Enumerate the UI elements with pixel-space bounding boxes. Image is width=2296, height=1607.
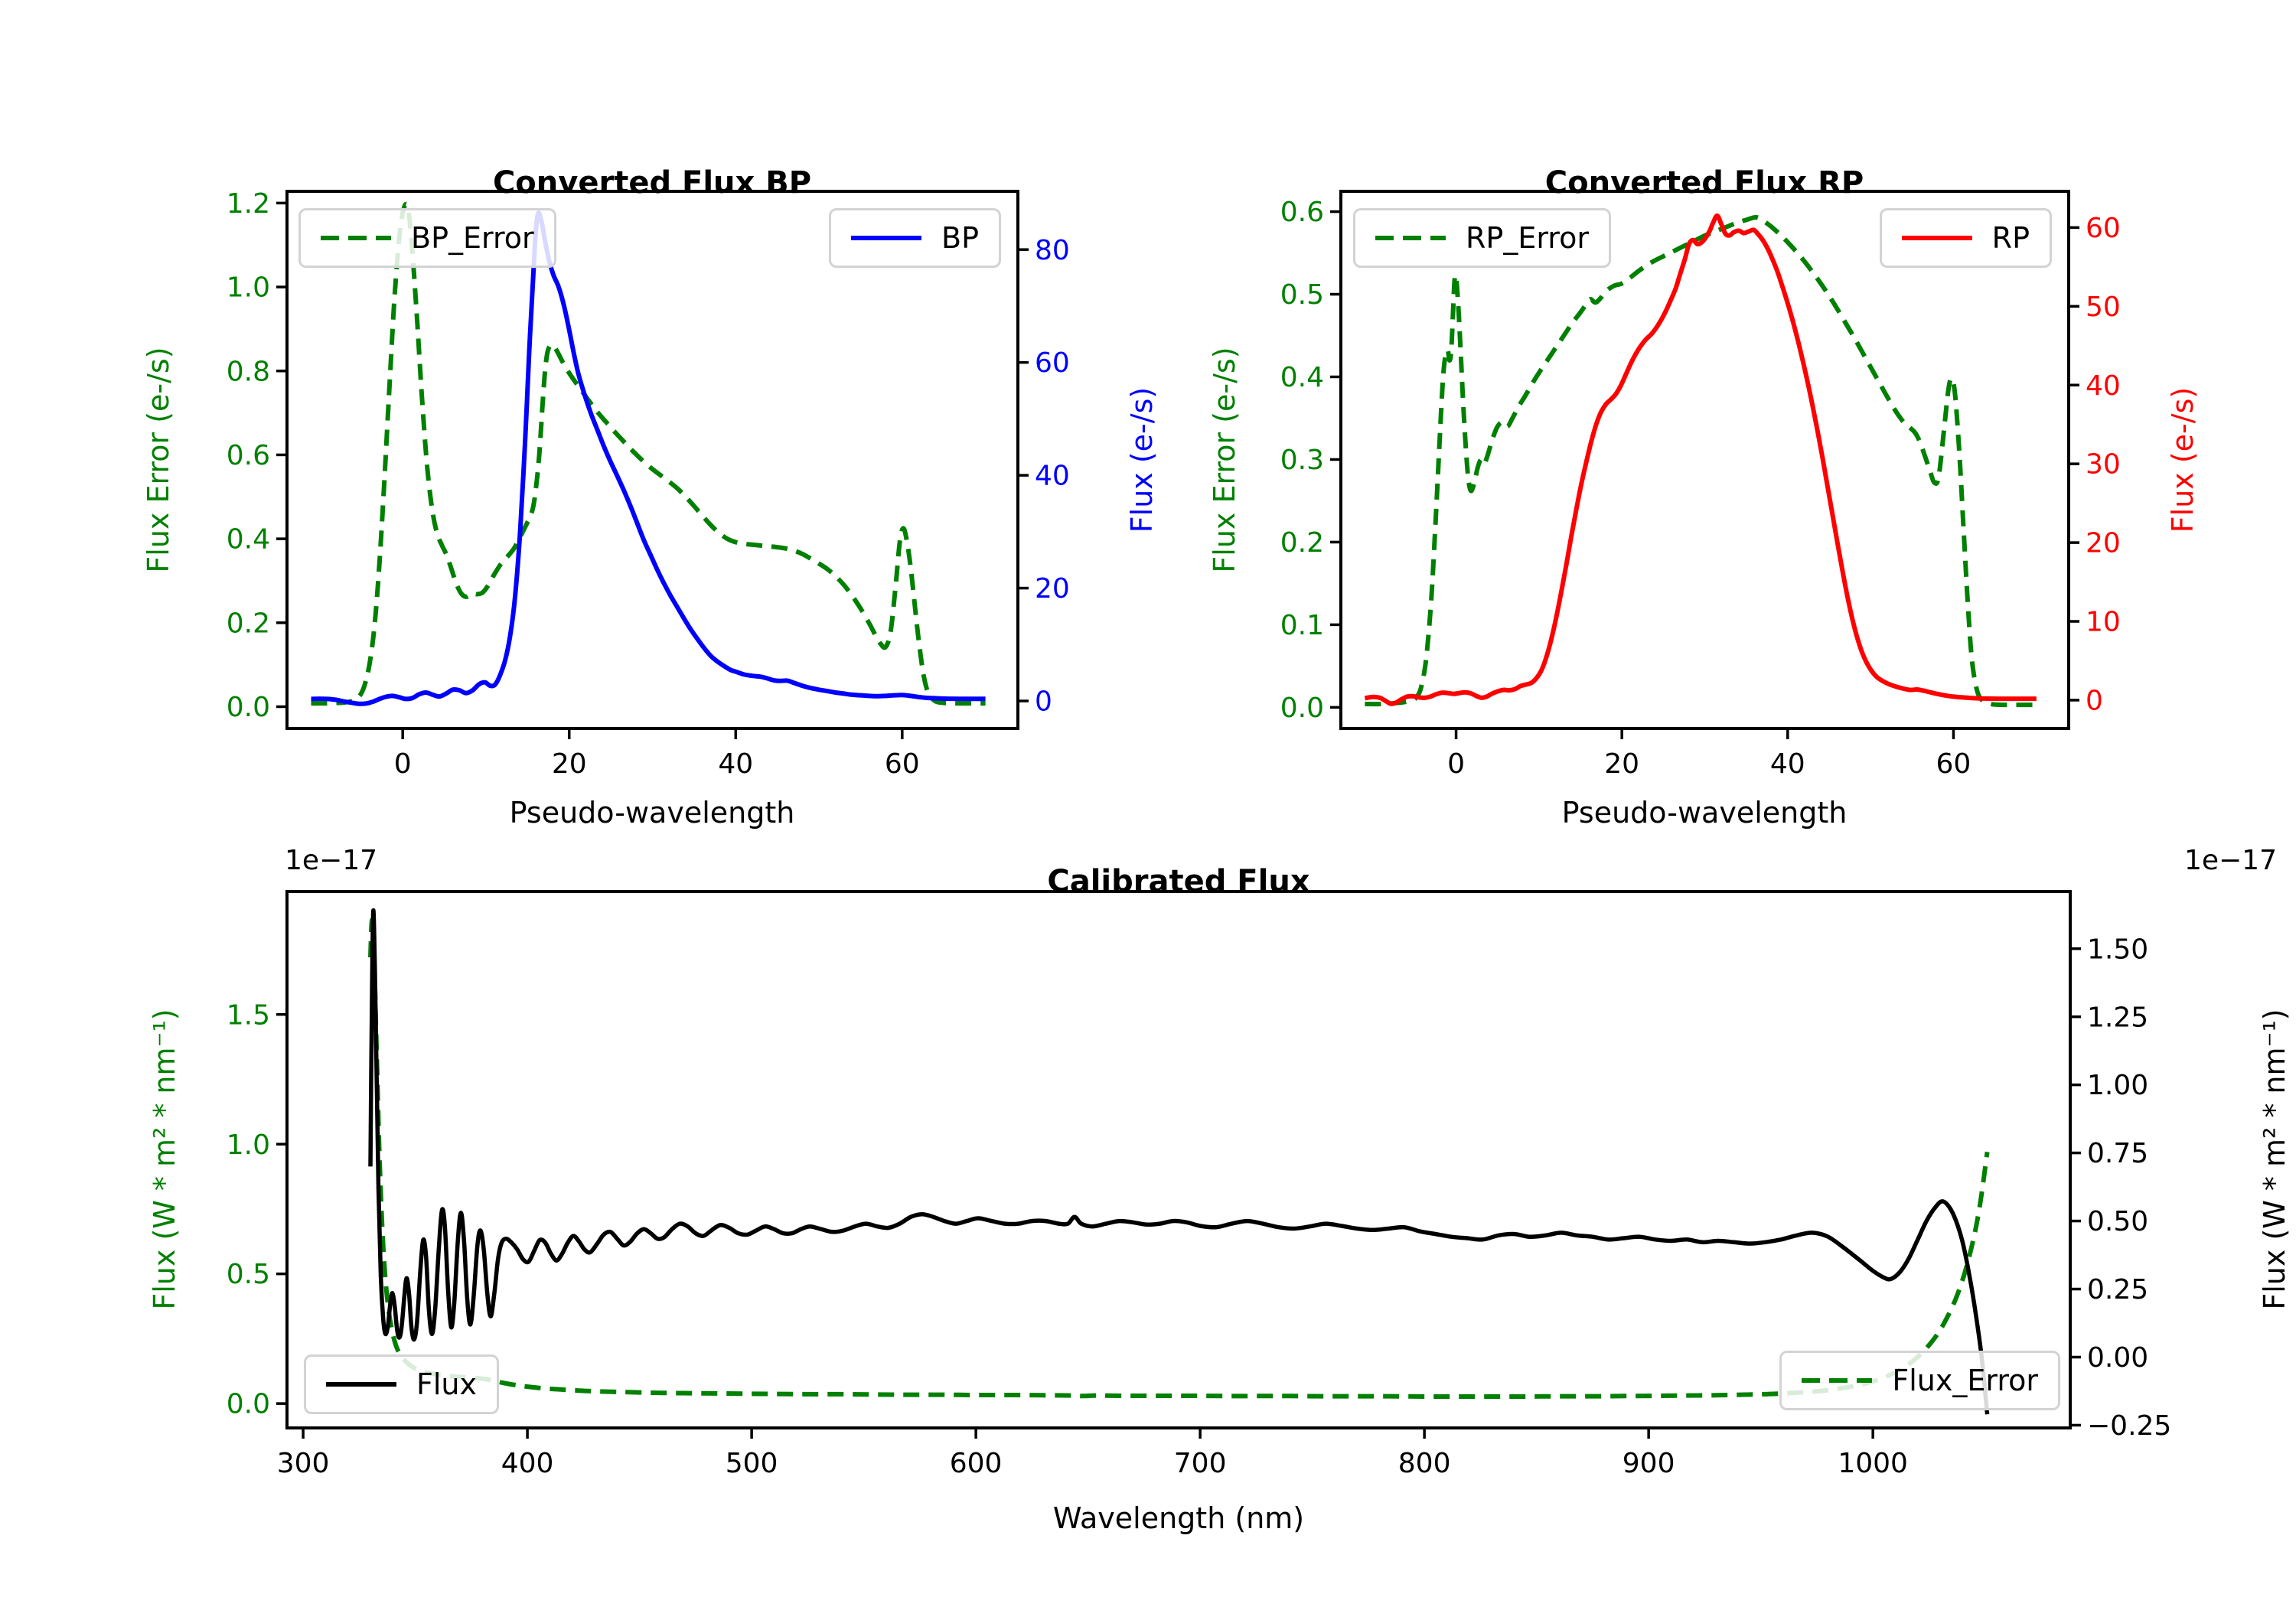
svg-text:0.0: 0.0 (1280, 693, 1324, 724)
svg-text:0.4: 0.4 (227, 524, 270, 556)
chart-title-calibrated: Calibrated Flux (1047, 864, 1310, 900)
y-axis-offset-left: 1e−17 (285, 845, 378, 876)
svg-text:0.50: 0.50 (2087, 1206, 2148, 1237)
legend-bp-error: BP_Error (298, 208, 556, 268)
svg-text:0.75: 0.75 (2087, 1138, 2148, 1169)
svg-text:0.00: 0.00 (2087, 1342, 2148, 1374)
legend-label: Flux (416, 1367, 477, 1401)
rp-error-dashed-line-sample (1375, 236, 1446, 240)
svg-text:0.4: 0.4 (1280, 362, 1324, 393)
svg-text:500: 500 (726, 1448, 778, 1479)
svg-text:1.2: 1.2 (227, 188, 270, 220)
svg-text:0: 0 (1447, 748, 1465, 780)
svg-text:0.25: 0.25 (2087, 1274, 2148, 1305)
y-axis-label-left-rp: Flux Error (e-/s) (1208, 347, 1241, 573)
legend-label: RP_Error (1466, 221, 1589, 255)
y-axis-label-left-calibrated: Flux (W * m² * nm⁻¹) (148, 1009, 181, 1310)
svg-text:20: 20 (552, 748, 587, 780)
svg-text:0: 0 (1035, 686, 1052, 718)
x-axis-label-calibrated: Wavelength (nm) (1052, 1501, 1305, 1535)
svg-text:40: 40 (2086, 370, 2121, 402)
legend-label: BP (941, 221, 979, 255)
svg-text:60: 60 (885, 748, 920, 780)
svg-text:20: 20 (1035, 573, 1070, 605)
svg-text:10: 10 (2086, 607, 2121, 638)
svg-text:30: 30 (2086, 449, 2121, 481)
svg-text:1.0: 1.0 (227, 272, 270, 304)
svg-text:0.5: 0.5 (227, 1259, 270, 1290)
flux-error-dashed-line-sample (1802, 1378, 1873, 1383)
svg-text:60: 60 (1035, 347, 1070, 379)
svg-text:1.0: 1.0 (227, 1129, 270, 1161)
rp-solid-line-sample (1901, 236, 1972, 240)
svg-text:700: 700 (1174, 1448, 1227, 1479)
y-axis-label-right-bp: Flux (e-/s) (1125, 386, 1159, 533)
svg-text:1.00: 1.00 (2087, 1070, 2148, 1101)
y-axis-offset-right: 1e−17 (2183, 845, 2277, 876)
svg-text:0: 0 (394, 748, 412, 780)
svg-text:40: 40 (1035, 461, 1070, 492)
svg-text:0.6: 0.6 (1280, 197, 1324, 228)
svg-text:60: 60 (1936, 748, 1971, 780)
svg-text:40: 40 (718, 748, 753, 780)
svg-text:300: 300 (277, 1448, 330, 1479)
svg-text:1.50: 1.50 (2087, 934, 2148, 965)
y-axis-label-right-calibrated: Flux (W * m² * nm⁻¹) (2258, 1009, 2291, 1310)
svg-text:0.6: 0.6 (227, 440, 270, 471)
svg-text:0.5: 0.5 (1280, 279, 1324, 311)
svg-text:1.25: 1.25 (2087, 1002, 2148, 1033)
svg-text:0.2: 0.2 (1280, 527, 1324, 559)
svg-text:60: 60 (2086, 213, 2121, 244)
flux-solid-line-sample (326, 1382, 396, 1387)
svg-text:0.2: 0.2 (227, 608, 270, 639)
svg-text:−0.25: −0.25 (2087, 1410, 2171, 1442)
bp-solid-line-sample (851, 236, 922, 240)
svg-text:40: 40 (1770, 748, 1805, 780)
legend-flux-error: Flux_Error (1779, 1351, 2060, 1410)
x-axis-label-rp: Pseudo-wavelength (1561, 796, 1848, 830)
svg-text:0.8: 0.8 (227, 356, 270, 387)
svg-text:800: 800 (1398, 1448, 1451, 1479)
svg-text:0.0: 0.0 (227, 1389, 270, 1420)
svg-text:1000: 1000 (1838, 1448, 1908, 1479)
y-axis-label-left-bp: Flux Error (e-/s) (142, 347, 175, 573)
svg-text:1.5: 1.5 (227, 999, 270, 1031)
legend-rp: RP (1879, 208, 2052, 268)
legend-label: RP (1991, 221, 2030, 255)
svg-text:80: 80 (1035, 235, 1070, 266)
legend-label: BP_Error (411, 221, 534, 255)
svg-text:600: 600 (950, 1448, 1003, 1479)
x-axis-label-bp: Pseudo-wavelength (509, 796, 795, 830)
svg-text:20: 20 (2086, 528, 2121, 559)
svg-text:20: 20 (1604, 748, 1639, 780)
chart-title-rp: Converted Flux RP (1544, 165, 1864, 201)
bp-error-dashed-line-sample (321, 236, 391, 240)
svg-text:400: 400 (501, 1448, 554, 1479)
svg-text:0.3: 0.3 (1280, 445, 1324, 476)
chart-title-bp: Converted Flux BP (492, 165, 812, 201)
legend-rp-error: RP_Error (1353, 208, 1611, 268)
svg-text:0: 0 (2086, 686, 2103, 717)
svg-text:0.0: 0.0 (227, 692, 270, 723)
legend-flux: Flux (304, 1354, 499, 1414)
legend-label: Flux_Error (1892, 1364, 2038, 1397)
svg-text:900: 900 (1623, 1448, 1675, 1479)
legend-bp: BP (829, 208, 1001, 268)
svg-text:0.1: 0.1 (1280, 610, 1324, 641)
svg-text:50: 50 (2086, 292, 2121, 323)
y-axis-label-right-rp: Flux (e-/s) (2166, 386, 2200, 533)
